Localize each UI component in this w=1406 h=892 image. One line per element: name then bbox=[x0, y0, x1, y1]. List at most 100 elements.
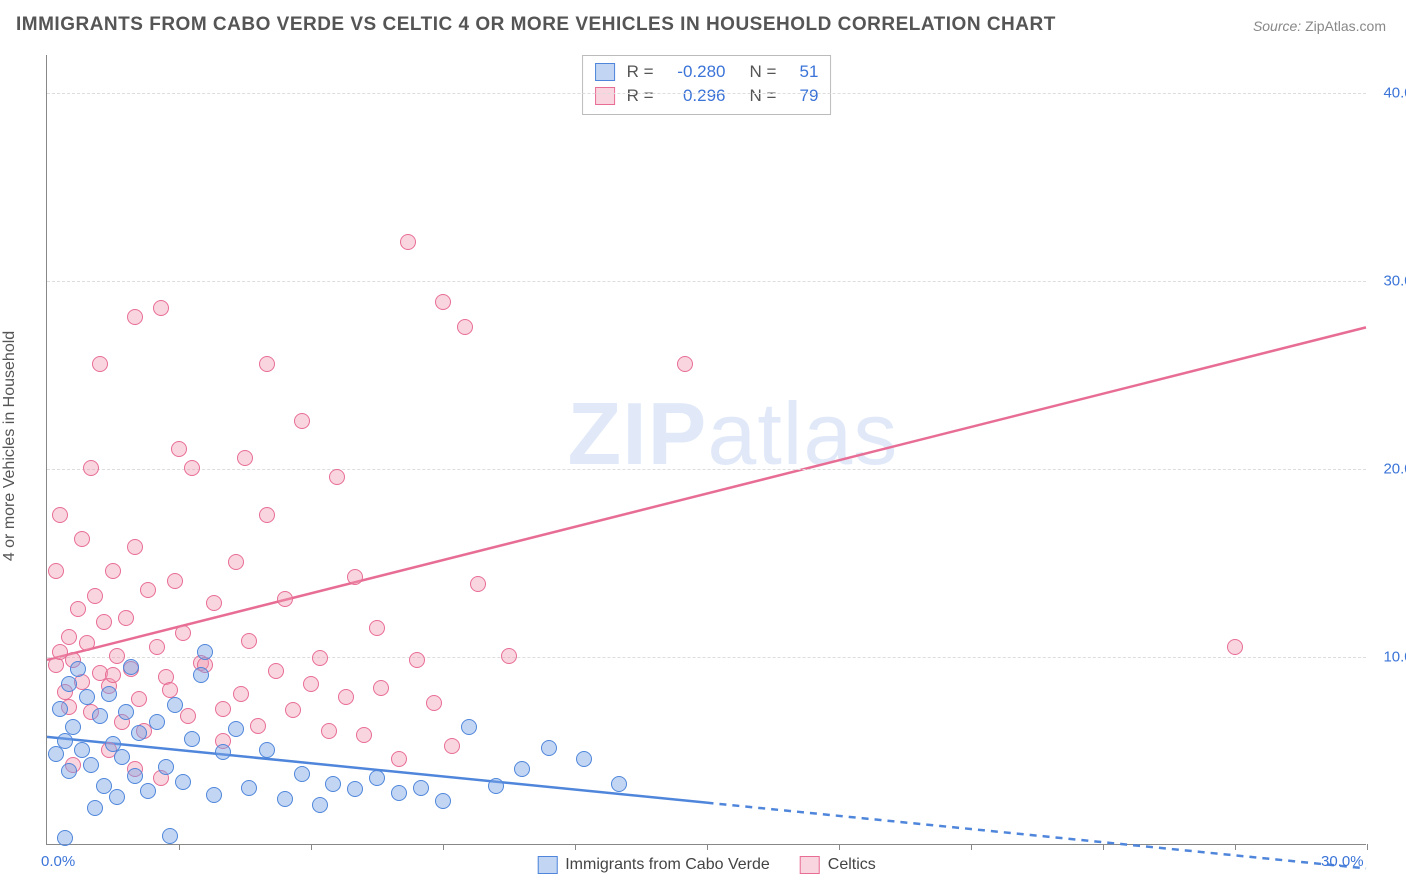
scatter-point bbox=[79, 689, 95, 705]
scatter-point bbox=[118, 704, 134, 720]
scatter-point bbox=[435, 793, 451, 809]
legend-n-value-pink: 79 bbox=[788, 86, 818, 106]
scatter-point bbox=[61, 676, 77, 692]
scatter-point bbox=[87, 588, 103, 604]
trend-line bbox=[47, 327, 1366, 660]
legend-r-value-blue: -0.280 bbox=[666, 62, 726, 82]
legend-series-label-pink: Celtics bbox=[828, 856, 876, 874]
scatter-point bbox=[197, 644, 213, 660]
scatter-point bbox=[153, 300, 169, 316]
legend-series-item-pink: Celtics bbox=[800, 856, 876, 874]
xtick-mark bbox=[1235, 844, 1236, 850]
scatter-point bbox=[79, 635, 95, 651]
scatter-point bbox=[105, 563, 121, 579]
scatter-point bbox=[65, 719, 81, 735]
scatter-point bbox=[356, 727, 372, 743]
scatter-point bbox=[241, 780, 257, 796]
grid-line bbox=[47, 657, 1366, 658]
scatter-point bbox=[96, 778, 112, 794]
legend-swatch-blue bbox=[595, 63, 615, 81]
scatter-point bbox=[48, 563, 64, 579]
scatter-point bbox=[70, 601, 86, 617]
legend-n-value-blue: 51 bbox=[788, 62, 818, 82]
ytick-label: 20.0% bbox=[1383, 460, 1406, 477]
scatter-point bbox=[409, 652, 425, 668]
ytick-label: 30.0% bbox=[1383, 272, 1406, 289]
scatter-point bbox=[127, 539, 143, 555]
legend-n-label: N = bbox=[750, 62, 777, 82]
legend-correlation: R = -0.280 N = 51 R = 0.296 N = 79 bbox=[582, 55, 832, 115]
scatter-point bbox=[61, 763, 77, 779]
legend-r-value-pink: 0.296 bbox=[666, 86, 726, 106]
scatter-point bbox=[576, 751, 592, 767]
chart-container: IMMIGRANTS FROM CABO VERDE VS CELTIC 4 O… bbox=[0, 0, 1406, 892]
legend-series-label-blue: Immigrants from Cabo Verde bbox=[565, 856, 770, 874]
legend-swatch-pink bbox=[800, 856, 820, 874]
scatter-point bbox=[347, 569, 363, 585]
scatter-point bbox=[457, 319, 473, 335]
scatter-point bbox=[127, 768, 143, 784]
scatter-point bbox=[149, 639, 165, 655]
scatter-point bbox=[175, 625, 191, 641]
scatter-point bbox=[127, 309, 143, 325]
xtick-label: 0.0% bbox=[41, 853, 75, 870]
ytick-label: 40.0% bbox=[1383, 84, 1406, 101]
scatter-point bbox=[57, 830, 73, 846]
legend-r-label: R = bbox=[627, 62, 654, 82]
scatter-point bbox=[514, 761, 530, 777]
legend-swatch-pink bbox=[595, 87, 615, 105]
scatter-point bbox=[114, 749, 130, 765]
scatter-point bbox=[426, 695, 442, 711]
scatter-point bbox=[123, 659, 139, 675]
chart-title: IMMIGRANTS FROM CABO VERDE VS CELTIC 4 O… bbox=[16, 14, 1056, 36]
scatter-point bbox=[83, 460, 99, 476]
scatter-plot-area: ZIPatlas R = -0.280 N = 51 R = 0.296 N =… bbox=[46, 55, 1366, 845]
scatter-point bbox=[1227, 639, 1243, 655]
scatter-point bbox=[184, 460, 200, 476]
scatter-point bbox=[52, 507, 68, 523]
xtick-mark bbox=[707, 844, 708, 850]
scatter-point bbox=[435, 294, 451, 310]
scatter-point bbox=[303, 676, 319, 692]
scatter-point bbox=[237, 450, 253, 466]
scatter-point bbox=[285, 702, 301, 718]
scatter-point bbox=[228, 721, 244, 737]
scatter-point bbox=[167, 697, 183, 713]
scatter-point bbox=[158, 759, 174, 775]
y-axis-label: 4 or more Vehicles in Household bbox=[1, 331, 19, 561]
legend-series-item-blue: Immigrants from Cabo Verde bbox=[537, 856, 770, 874]
source-value: ZipAtlas.com bbox=[1305, 18, 1386, 34]
scatter-point bbox=[193, 667, 209, 683]
scatter-point bbox=[140, 783, 156, 799]
legend-n-label: N = bbox=[750, 86, 777, 106]
scatter-point bbox=[321, 723, 337, 739]
scatter-point bbox=[312, 797, 328, 813]
scatter-point bbox=[241, 633, 257, 649]
scatter-point bbox=[215, 701, 231, 717]
scatter-point bbox=[369, 620, 385, 636]
scatter-point bbox=[131, 691, 147, 707]
scatter-point bbox=[250, 718, 266, 734]
scatter-point bbox=[294, 766, 310, 782]
grid-line bbox=[47, 281, 1366, 282]
scatter-point bbox=[277, 591, 293, 607]
scatter-point bbox=[206, 595, 222, 611]
scatter-point bbox=[74, 531, 90, 547]
scatter-point bbox=[162, 828, 178, 844]
scatter-point bbox=[131, 725, 147, 741]
scatter-point bbox=[391, 785, 407, 801]
scatter-point bbox=[118, 610, 134, 626]
scatter-point bbox=[312, 650, 328, 666]
scatter-point bbox=[140, 582, 156, 598]
scatter-point bbox=[92, 708, 108, 724]
grid-line bbox=[47, 93, 1366, 94]
xtick-mark bbox=[311, 844, 312, 850]
xtick-mark bbox=[971, 844, 972, 850]
legend-series: Immigrants from Cabo Verde Celtics bbox=[537, 856, 876, 874]
scatter-point bbox=[167, 573, 183, 589]
scatter-point bbox=[338, 689, 354, 705]
scatter-point bbox=[96, 614, 112, 630]
scatter-point bbox=[444, 738, 460, 754]
scatter-point bbox=[109, 648, 125, 664]
xtick-mark bbox=[179, 844, 180, 850]
